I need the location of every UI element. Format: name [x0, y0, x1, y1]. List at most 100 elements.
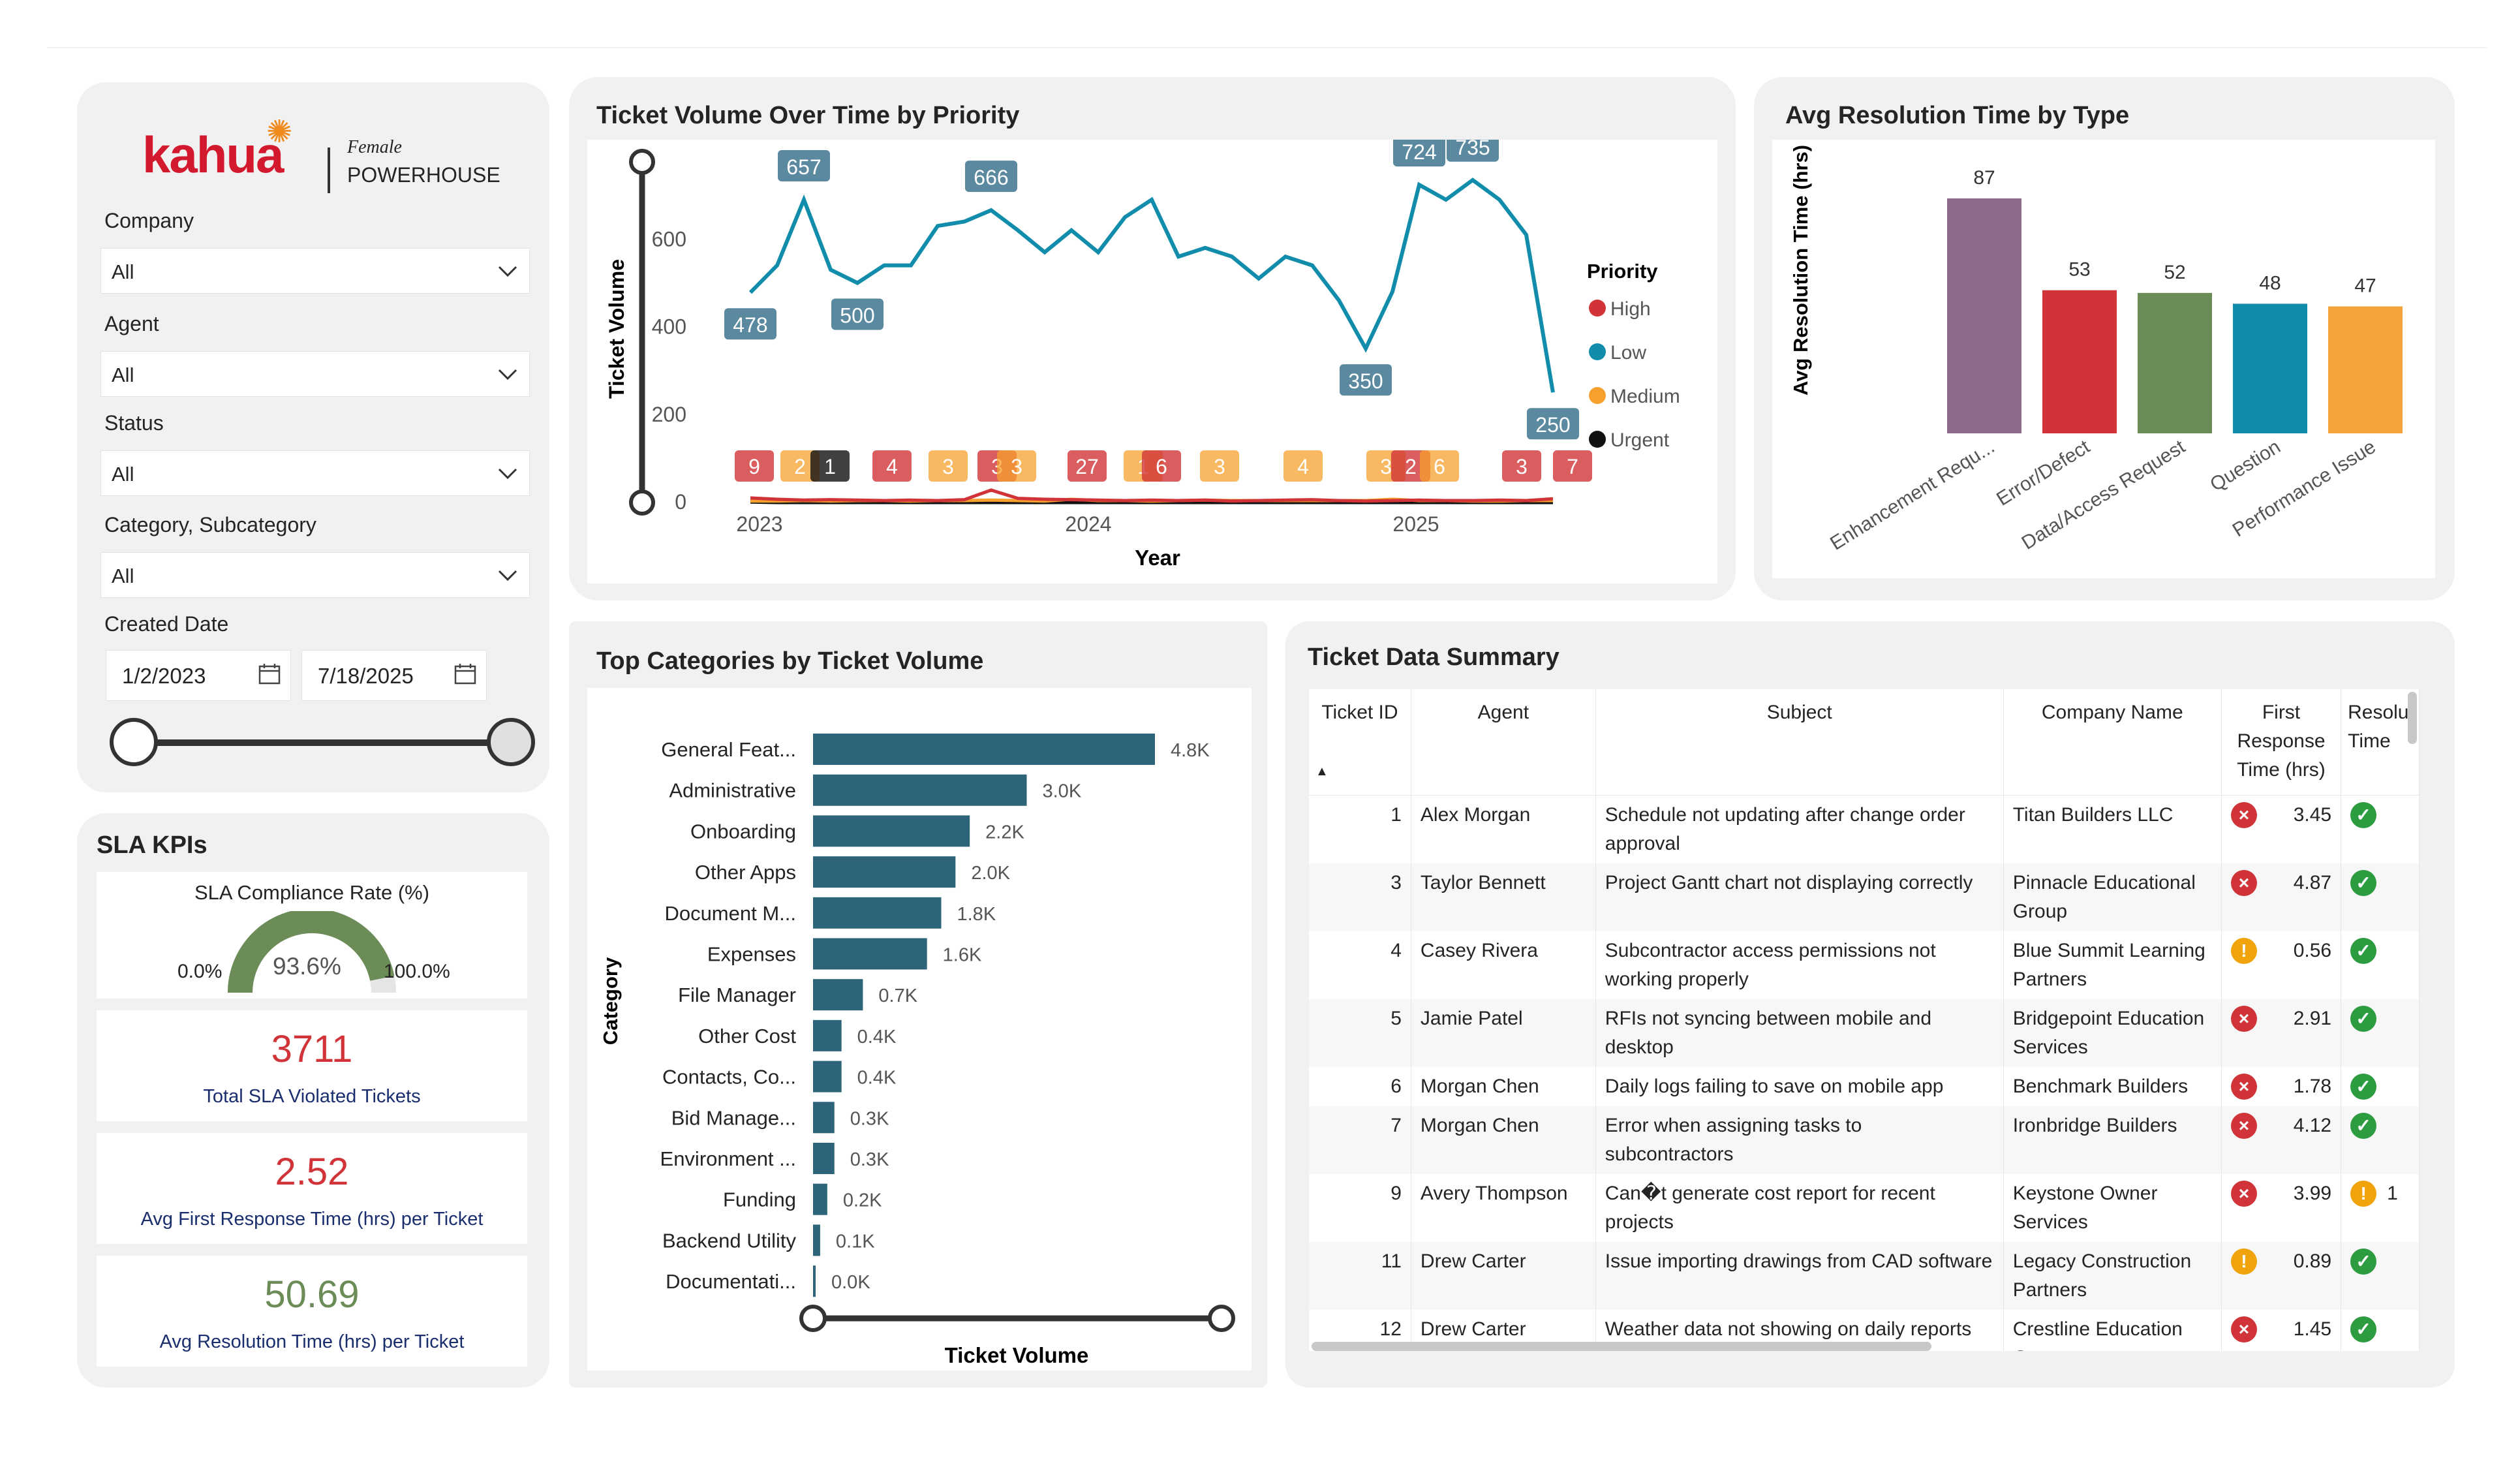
y-tick-label: Document M... [664, 902, 796, 925]
bar[interactable] [813, 1183, 827, 1215]
kahua-logo: kahua ✺ [142, 106, 403, 184]
date-slider-end-handle[interactable] [487, 718, 535, 766]
date-slider-start-handle[interactable] [110, 718, 158, 766]
data-label-bg [997, 450, 1036, 482]
col-first-response[interactable]: First Response Time (hrs) [2221, 689, 2342, 796]
violated-tickets-card: 3711 Total SLA Violated Tickets [97, 1010, 527, 1121]
data-label-bg [831, 298, 884, 330]
ticket-summary-table[interactable]: Ticket ID ▲ Agent Subject Company Name Fi… [1309, 689, 2420, 1351]
cell-subject: Daily logs failing to save on mobile app [1595, 1067, 2004, 1106]
data-label: 735 [1455, 140, 1490, 159]
agent-dropdown[interactable]: All [100, 351, 530, 397]
table-row[interactable]: 3 Taylor Bennett Project Gantt chart not d… [1309, 863, 2420, 931]
bar[interactable] [813, 1224, 820, 1256]
date-range-slider-track[interactable] [134, 739, 513, 746]
y-tick-label: Bid Manage... [671, 1106, 796, 1129]
company-dropdown[interactable]: All [100, 248, 530, 294]
calendar-icon[interactable] [453, 662, 477, 686]
bar-value-label: 3.0K [1043, 781, 1082, 802]
cell-resolution: ✓ [2341, 999, 2420, 1067]
data-label: 4 [1297, 455, 1309, 478]
table-row[interactable]: 7 Morgan Chen Error when assigning tasks t… [1309, 1106, 2420, 1174]
category-dropdown[interactable]: All [100, 552, 530, 598]
warning-icon: ! [2350, 1181, 2377, 1207]
cell-company: Ironbridge Builders [2003, 1106, 2222, 1174]
cell-id: 5 [1309, 999, 1411, 1067]
bar[interactable] [2042, 290, 2117, 433]
bar[interactable] [813, 1265, 816, 1297]
bar-value-label: 0.2K [843, 1190, 882, 1211]
col-company[interactable]: Company Name [2003, 689, 2222, 796]
bar[interactable] [813, 1019, 842, 1051]
bar[interactable] [813, 856, 956, 888]
data-label: 2 [1405, 455, 1417, 478]
legend-label-high[interactable]: High [1610, 298, 1651, 320]
cell-subject: Issue importing drawings from CAD softwa… [1595, 1242, 2004, 1310]
col-ticket-id[interactable]: Ticket ID ▲ [1309, 689, 1411, 796]
data-label: 27 [1075, 455, 1099, 478]
bar[interactable] [813, 734, 1155, 765]
bar[interactable] [813, 938, 927, 970]
legend-label-medium[interactable]: Medium [1610, 386, 1680, 407]
bar[interactable] [813, 774, 1027, 806]
table-row[interactable]: 1 Alex Morgan Schedule not updating after … [1309, 795, 2420, 863]
error-icon: × [2230, 1113, 2257, 1139]
filter-panel: kahua ✺ Female POWERHOUSE Company All Ag… [77, 82, 549, 792]
col-subject[interactable]: Subject [1595, 689, 2004, 796]
start-date-input[interactable]: 1/2/2023 [106, 650, 291, 701]
cell-first-response: × 4.12 [2221, 1106, 2342, 1174]
bar[interactable] [813, 1061, 842, 1093]
cell-id: 4 [1309, 931, 1411, 999]
data-label: 500 [840, 303, 874, 327]
col-agent[interactable]: Agent [1411, 689, 1596, 796]
x-axis-label: Ticket Volume [945, 1343, 1089, 1367]
legend-label-low[interactable]: Low [1610, 342, 1646, 364]
bar[interactable] [813, 1102, 835, 1134]
ticket-volume-chart[interactable]: Ticket Volume Year 0 200 400 600 2023 2024 20… [587, 140, 1717, 583]
bar[interactable] [2233, 303, 2307, 433]
y-zoom-bottom-handle[interactable] [629, 489, 655, 516]
top-categories-chart[interactable]: Category Ticket Volume General Feat... 4.… [587, 688, 1252, 1371]
x-zoom-start-handle[interactable] [799, 1305, 827, 1332]
x-zoom-end-handle[interactable] [1208, 1305, 1235, 1332]
bar[interactable] [1947, 198, 2021, 433]
col-resolution-time[interactable]: Resolu Time [2341, 689, 2420, 796]
bar[interactable] [813, 979, 863, 1011]
check-icon: ✓ [2350, 802, 2377, 828]
end-date-input[interactable]: 7/18/2025 [301, 650, 487, 701]
vertical-scrollbar[interactable] [2408, 692, 2417, 744]
check-icon: ✓ [2350, 938, 2377, 964]
table-row[interactable]: 5 Jamie Patel RFIs not syncing between mob… [1309, 999, 2420, 1067]
cell-id: 3 [1309, 863, 1411, 931]
legend-marker-low [1589, 343, 1606, 360]
horizontal-scrollbar[interactable] [1312, 1342, 1931, 1351]
series-line-high[interactable] [750, 488, 1554, 503]
cell-id: 1 [1309, 795, 1411, 863]
bar[interactable] [813, 815, 970, 847]
calendar-icon[interactable] [258, 662, 281, 686]
table-row[interactable]: 6 Morgan Chen Daily logs failing to save o… [1309, 1067, 2420, 1106]
cell-resolution: ✓ [2341, 1242, 2420, 1310]
y-tick-label: 600 [652, 227, 686, 251]
resolution-value: 50.69 [264, 1273, 360, 1316]
cell-id: 9 [1309, 1174, 1411, 1242]
series-line-low[interactable] [748, 178, 1555, 393]
legend-label-urgent[interactable]: Urgent [1610, 429, 1670, 451]
table-row[interactable]: 9 Avery Thompson Can�t generate cost repor… [1309, 1174, 2420, 1242]
bar[interactable] [2138, 292, 2212, 433]
bar[interactable] [2328, 306, 2403, 433]
cell-first-response: ! 0.89 [2221, 1242, 2342, 1310]
data-label-bg [1142, 450, 1181, 482]
y-zoom-top-handle[interactable] [629, 149, 655, 175]
bar[interactable] [813, 897, 942, 929]
resolution-by-type-chart[interactable]: Avg Resolution Time (hrs) 87Enhancement … [1772, 140, 2435, 578]
y-tick-label: Other Apps [695, 861, 796, 884]
check-icon: ✓ [2350, 1113, 2377, 1139]
bar-value-label: 0.0K [831, 1272, 870, 1293]
table-row[interactable]: 11 Drew Carter Issue importing drawings fr… [1309, 1242, 2420, 1310]
bar[interactable] [813, 1143, 835, 1174]
check-icon: ✓ [2350, 1006, 2377, 1032]
status-dropdown[interactable]: All [100, 450, 530, 496]
table-row[interactable]: 4 Casey Rivera Subcontractor access permis… [1309, 931, 2420, 999]
cell-company: Blue Summit Learning Partners [2003, 931, 2222, 999]
